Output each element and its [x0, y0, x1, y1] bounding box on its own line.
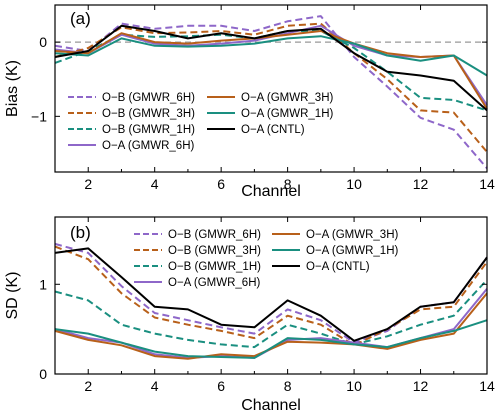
panel-a-x-tick-label-0: 2: [84, 176, 92, 192]
panel-a-y-tick-label-0: 0: [39, 34, 47, 50]
panel-a-series-line-6: [54, 24, 488, 112]
panel-a-x-axis-title: Channel: [241, 183, 301, 200]
panel-a-legend-label-0-0: O−B (GMWR_6H): [102, 92, 195, 104]
panel-a-x-tick-label-2: 6: [217, 176, 225, 192]
panel-a-series-line-0: [54, 15, 488, 169]
panel-b-series-line-1: [54, 245, 488, 347]
panel-b-x-tick-label-6: 14: [479, 378, 495, 394]
panel-b-series-line-2: [54, 279, 488, 349]
panel-b-y-tick-label-1: 1: [39, 276, 47, 292]
panel-a-label: (a): [70, 9, 91, 28]
panel-b-x-tick-label-4: 10: [346, 378, 362, 394]
panel-a-legend-label-0-1: O−B (GMWR_3H): [102, 108, 195, 120]
panel-a-x-tick-label-1: 4: [151, 176, 159, 192]
panel-b-legend-label-1-0: O−A (GMWR_3H): [306, 229, 399, 241]
panel-a-y-axis-title: Bias (K): [4, 60, 21, 117]
panel-b-x-tick-label-1: 4: [151, 378, 159, 394]
panel-b-x-tick-label-3: 8: [284, 378, 292, 394]
panel-b-x-tick-label-2: 6: [217, 378, 225, 394]
panel-a-legend-label-1-1: O−A (GMWR_1H): [241, 108, 334, 120]
panel-a-legend-label-1-0: O−A (GMWR_3H): [241, 92, 334, 104]
panel-b-legend-label-0-2: O−B (GMWR_1H): [168, 261, 261, 273]
panel-b-legend-label-0-0: O−B (GMWR_6H): [168, 229, 261, 241]
panel-a-x-tick-label-4: 10: [346, 176, 362, 192]
panel-a-x-tick-label-6: 14: [479, 176, 495, 192]
panel-b-legend-label-0-1: O−B (GMWR_3H): [168, 245, 261, 257]
panel-b-series-line-6: [54, 247, 488, 342]
panel-b-series-line-5: [54, 319, 488, 359]
panel-b-label: (b): [70, 223, 91, 242]
panel-a-legend-label-1-2: O−A (CNTL): [241, 124, 305, 136]
panel-a-axes-frame: [54, 4, 488, 173]
panel-a-y-tick-label-1: −1: [31, 108, 47, 124]
panel-a-series-line-5: [54, 35, 488, 77]
panel-b-x-tick-label-5: 12: [413, 378, 429, 394]
panel-a-series-line-4: [54, 30, 488, 110]
panel-b-x-tick-label-0: 2: [84, 378, 92, 394]
panel-b-legend-label-1-1: O−A (GMWR_1H): [306, 245, 399, 257]
panel-b-axes-frame: [54, 216, 488, 375]
panel-a-x-tick-label-5: 12: [413, 176, 429, 192]
panel-b-y-tick-label-0: 0: [39, 366, 47, 382]
panel-b-y-axis-title: SD (K): [4, 272, 21, 320]
panel-b-legend-label-0-3: O−A (GMWR_6H): [168, 277, 261, 289]
panel-a-legend-label-0-2: O−B (GMWR_1H): [102, 124, 195, 136]
panel-a-legend-label-0-3: O−A (GMWR_6H): [102, 140, 195, 152]
panel-a-series-line-1: [54, 22, 488, 153]
panel-a-x-tick-label-3: 8: [284, 176, 292, 192]
panel-b-x-axis-title: Channel: [241, 397, 301, 414]
panel-b-legend-label-1-2: O−A (CNTL): [306, 261, 370, 273]
